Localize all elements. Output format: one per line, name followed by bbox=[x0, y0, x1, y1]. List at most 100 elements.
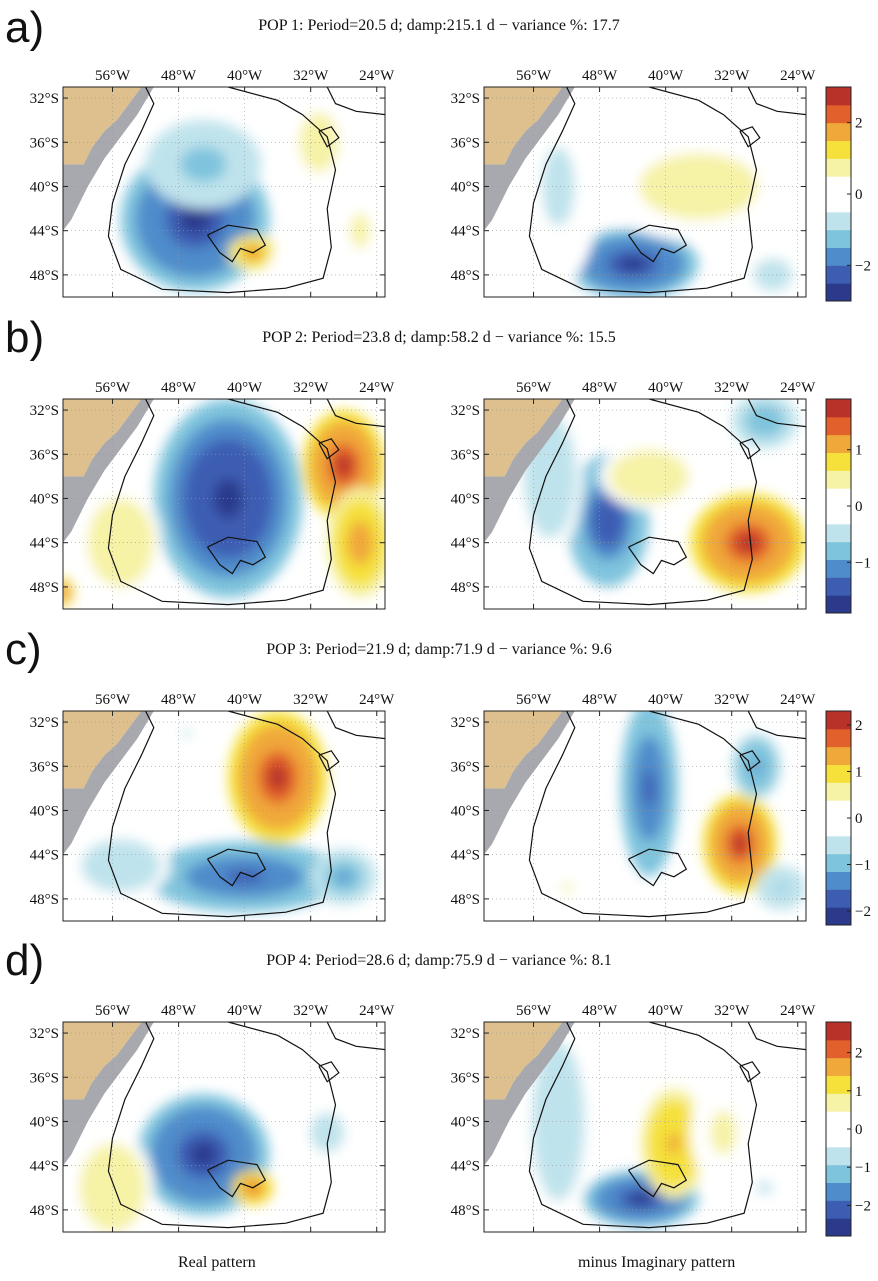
y-tick-label: 40°S bbox=[30, 491, 59, 507]
colorbar-segment bbox=[826, 1164, 851, 1183]
colorbar-b: 1 0 −1 bbox=[825, 398, 871, 614]
y-tick-label: 32°S bbox=[451, 403, 480, 419]
y-tick-label: 48°S bbox=[451, 580, 480, 596]
map-frame bbox=[62, 398, 386, 610]
y-tick-label: 36°S bbox=[451, 1070, 480, 1086]
colorbar-segment bbox=[826, 1200, 851, 1219]
map-frame bbox=[62, 86, 386, 298]
bathymetry-contour-0 bbox=[107, 399, 337, 606]
anomaly-blob-4-band-4 bbox=[758, 415, 772, 427]
y-tick-label: 44°S bbox=[451, 224, 480, 240]
anomaly-blob-2-band-4 bbox=[550, 166, 567, 207]
bathymetry-contour-3 bbox=[318, 750, 340, 772]
colorbar-segment bbox=[826, 711, 851, 730]
bathymetry-contour-1 bbox=[207, 1159, 267, 1198]
bathymetry-contour-0 bbox=[528, 399, 758, 606]
panel-letter-d: d) bbox=[5, 936, 45, 985]
colorbar-tick-label: −1 bbox=[855, 555, 871, 571]
bathymetry-contour-0 bbox=[107, 1022, 337, 1229]
x-tick-label: 24°W bbox=[359, 68, 395, 84]
x-tick-label: 48°W bbox=[582, 380, 618, 396]
bathymetry-contour-3 bbox=[739, 438, 761, 460]
colorbar-segment bbox=[826, 229, 851, 248]
x-tick-label: 24°W bbox=[359, 380, 395, 396]
colorbar-segment bbox=[826, 1075, 851, 1094]
anomaly-blob-1-band-4 bbox=[667, 1132, 681, 1155]
colorbar-segment bbox=[826, 158, 851, 177]
colorbar-segment bbox=[826, 871, 851, 890]
x-tick-label: 40°W bbox=[648, 692, 684, 708]
x-tick-label: 48°W bbox=[582, 1003, 618, 1019]
bathymetry-contour-2 bbox=[326, 1022, 385, 1051]
land bbox=[484, 1022, 563, 1100]
y-tick-label: 40°S bbox=[30, 803, 59, 819]
y-tick-label: 32°S bbox=[30, 403, 59, 419]
land bbox=[484, 711, 563, 789]
x-tick-label: 56°W bbox=[516, 68, 552, 84]
shelf-land bbox=[484, 1022, 575, 1166]
panel-title-b: POP 2: Period=23.8 d; damp:58.2 d − vari… bbox=[262, 329, 616, 346]
x-tick-label: 48°W bbox=[582, 68, 618, 84]
x-tick-label: 32°W bbox=[714, 68, 750, 84]
map-frame bbox=[483, 398, 807, 610]
x-tick-label: 24°W bbox=[359, 1003, 395, 1019]
colorbar-tick-label: 2 bbox=[855, 718, 863, 734]
colorbar-segment bbox=[826, 140, 851, 159]
colorbar-tick-label: 1 bbox=[855, 443, 863, 459]
colorbar-tick-label: 1 bbox=[855, 1084, 863, 1100]
bathymetry-contour-3 bbox=[739, 1061, 761, 1083]
land bbox=[484, 399, 563, 477]
anomaly-blob-3-band-4 bbox=[776, 883, 787, 893]
anomaly-blob-4-band-4 bbox=[355, 221, 366, 240]
colorbar-segment bbox=[826, 746, 851, 765]
map-a-real: 56°W 48°W 40°W 32°W 24°W 32°S 36°S 40°S 44°S 48°S bbox=[30, 68, 395, 298]
y-tick-label: 40°S bbox=[30, 1114, 59, 1130]
anomaly-blob-2-band-4 bbox=[104, 1176, 121, 1199]
panel-letter-c: c) bbox=[5, 625, 42, 674]
colorbar-segment bbox=[826, 211, 851, 231]
map-b-imaginary: 56°W 48°W 40°W 32°W 24°W 32°S 36°S 40°S 44°S 48°S bbox=[451, 380, 816, 610]
y-tick-label: 36°S bbox=[30, 135, 59, 151]
bathymetry-contour-0 bbox=[528, 711, 758, 918]
anomaly-blob-4-band-4 bbox=[181, 728, 192, 738]
colorbar-segment bbox=[826, 434, 851, 453]
x-tick-label: 40°W bbox=[227, 1003, 263, 1019]
x-tick-label: 24°W bbox=[780, 380, 816, 396]
shelf-land bbox=[484, 399, 575, 543]
map-frame bbox=[483, 86, 807, 298]
shelf-land bbox=[484, 87, 575, 231]
bathymetry-contour-1 bbox=[207, 536, 267, 575]
bathymetry-contour-3 bbox=[739, 750, 761, 772]
anomaly-blob-0-band-4 bbox=[643, 770, 655, 807]
anomaly-blob-0-band-4 bbox=[213, 478, 243, 519]
y-tick-label: 48°S bbox=[30, 1203, 59, 1219]
y-tick-label: 36°S bbox=[451, 135, 480, 151]
anomaly-blob-0-band-4 bbox=[190, 1142, 217, 1167]
colorbar-tick-label: −2 bbox=[855, 904, 871, 920]
x-tick-label: 40°W bbox=[648, 68, 684, 84]
panel-title-d: POP 4: Period=28.6 d; damp:75.9 d − vari… bbox=[266, 952, 612, 969]
anomaly-blob-1-band-4 bbox=[678, 175, 719, 198]
y-tick-label: 48°S bbox=[30, 268, 59, 284]
y-tick-label: 40°S bbox=[451, 1114, 480, 1130]
anomaly-blob-1-band-4 bbox=[191, 155, 215, 174]
panel-title-a: POP 1: Period=20.5 d; damp:215.1 d − var… bbox=[258, 17, 620, 34]
colorbar-segment bbox=[826, 577, 851, 596]
colorbar-segment bbox=[826, 265, 851, 284]
y-tick-label: 36°S bbox=[451, 447, 480, 463]
x-tick-label: 40°W bbox=[227, 692, 263, 708]
anomaly-blob-3-band-4 bbox=[543, 460, 557, 492]
x-tick-label: 24°W bbox=[359, 692, 395, 708]
bathymetry-contour-0 bbox=[528, 87, 758, 294]
colorbar-segment bbox=[826, 818, 851, 837]
colorbar-segment bbox=[826, 728, 851, 748]
bathymetry-contour-1 bbox=[628, 224, 688, 263]
colorbar-segment bbox=[826, 764, 851, 783]
colorbar-d: 2 1 0 −1 −2 bbox=[825, 1021, 871, 1237]
colorbar-segment bbox=[826, 782, 851, 801]
x-tick-label: 24°W bbox=[780, 1003, 816, 1019]
x-tick-label: 48°W bbox=[161, 380, 197, 396]
x-tick-label: 32°W bbox=[293, 692, 329, 708]
x-tick-label: 56°W bbox=[95, 68, 131, 84]
y-tick-label: 36°S bbox=[30, 447, 59, 463]
